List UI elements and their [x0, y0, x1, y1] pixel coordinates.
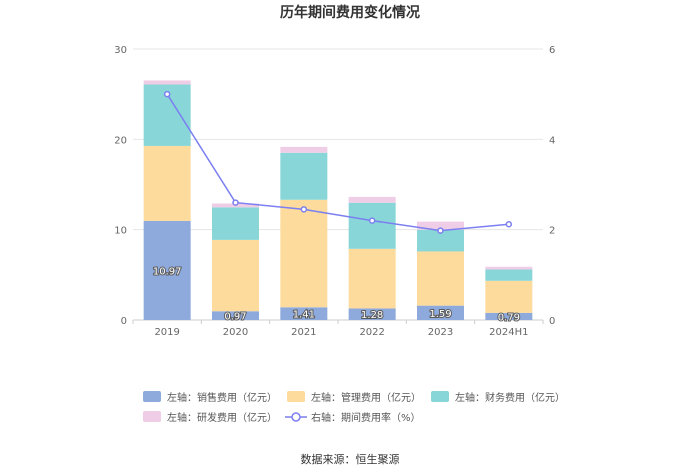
x-axis-tick-label: 2023: [428, 327, 453, 338]
left-axis-tick-label: 0: [121, 316, 127, 327]
bar-segment: [348, 308, 396, 320]
bar-data-label: 1.28: [361, 310, 383, 321]
x-axis-tick-label: 2019: [154, 327, 179, 338]
bar-segment: [485, 266, 533, 270]
bar-segment: [212, 239, 259, 312]
line-point: [505, 220, 513, 228]
bar-segment: [280, 307, 328, 320]
bar-segment: [485, 280, 533, 313]
bar-data-label: 1.41: [293, 310, 315, 321]
legend-label: 左轴：销售费用（亿元）: [167, 391, 277, 404]
legend-swatch: [431, 391, 449, 402]
bar-data-label: 10.97: [153, 266, 182, 277]
legend-label: 左轴：管理费用（亿元）: [311, 391, 421, 404]
bar-segment: [143, 80, 191, 85]
chart-title: 历年期间费用变化情况: [280, 4, 420, 21]
legend-label: 左轴：研发费用（亿元）: [167, 411, 277, 424]
x-axis-tick-label: 2024H1: [489, 327, 528, 338]
bar-segment: [212, 311, 259, 320]
bar-segment: [348, 202, 396, 249]
line-point: [163, 90, 171, 98]
legend-swatch: [287, 391, 305, 402]
line-point: [437, 227, 444, 234]
left-axis-tick-label: 10: [114, 226, 127, 237]
bar-segment: [280, 152, 328, 200]
source-note: 数据来源：恒生聚源: [301, 452, 400, 466]
x-axis-tick-label: 2020: [223, 327, 248, 338]
line-point: [368, 217, 376, 224]
right-axis-tick-label: 6: [549, 45, 555, 56]
grid-lines: [133, 48, 543, 321]
bar-segment: [212, 207, 259, 240]
left-axis-tick-label: 30: [114, 45, 127, 56]
bar-segment: [417, 229, 464, 252]
right-axis-tick-label: 2: [549, 226, 555, 237]
bar-segment: [417, 251, 464, 306]
bar-data-label: 0.79: [498, 312, 520, 323]
line-point: [300, 206, 308, 213]
bar-segment: [280, 199, 328, 308]
left-axis-tick-label: 20: [114, 135, 127, 146]
legend-swatch-marker: [291, 412, 301, 422]
bar-segment: [348, 196, 396, 203]
bar-segment: [348, 248, 396, 309]
legend: 左轴：销售费用（亿元） 左轴：管理费用（亿元） 左轴：财务费用（亿元） 左轴：研发费用…: [143, 391, 565, 424]
legend-swatch: [143, 411, 161, 422]
legend-label: 左轴：财务费用（亿元）: [455, 391, 565, 404]
bar-segment: [143, 220, 191, 320]
legend-label: 右轴：期间费用率（%）: [311, 411, 421, 424]
bar-segment: [485, 269, 533, 281]
x-axis-tick-label: 2021: [291, 327, 316, 338]
bar-segment: [485, 312, 533, 320]
right-axis-tick-label: 0: [549, 316, 555, 327]
line-series: [163, 90, 513, 234]
line-point: [232, 199, 239, 206]
bars: [143, 80, 533, 320]
data-labels: 10.97 0.97 1.41 1.28 1.59 0.79: [152, 265, 521, 324]
bar-segment: [280, 146, 328, 153]
bar-segment: [417, 221, 464, 230]
x-axis-tick-label: 2022: [359, 327, 384, 338]
bar-data-label: 1.59: [429, 309, 451, 320]
bar-segment: [143, 145, 191, 221]
legend-swatch: [143, 391, 161, 402]
axes: 0 10 20 30 0 2 4 6 2019 2020 2021 2022 2023 2024H1: [114, 45, 555, 338]
bar-segment: [417, 305, 464, 320]
expense-ratio-line: [166, 93, 509, 232]
right-axis-tick-label: 4: [549, 135, 555, 146]
bar-data-label: 0.97: [224, 312, 246, 323]
